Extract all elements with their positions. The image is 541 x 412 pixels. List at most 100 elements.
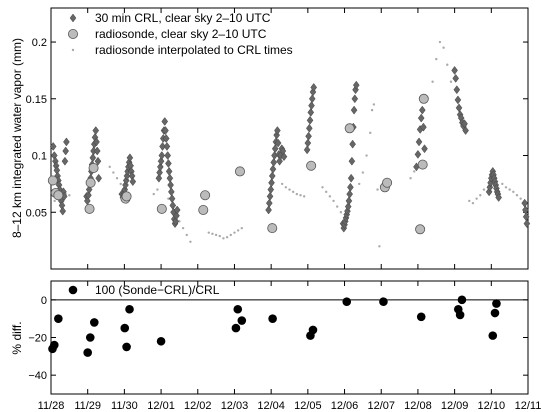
legend-label: 30 min CRL, clear sky 2–10 UTC [95, 11, 271, 25]
crl-point [454, 95, 462, 105]
interpolated-point [178, 220, 181, 223]
crl-point [62, 146, 69, 156]
interpolated-point [365, 154, 368, 157]
legend-label: radiosonde, clear sky 2–10 UTC [95, 27, 267, 41]
crl-point [495, 193, 502, 202]
crl-point [89, 153, 97, 163]
crl-point [269, 164, 277, 174]
percent-diff-point [125, 304, 134, 314]
interpolated-point [291, 190, 295, 194]
interpolated-point [321, 186, 324, 189]
bottom-legend: 100 (Sonde−CRL)/CRL [68, 283, 220, 297]
bottom-y-tick-label: −20 [28, 333, 47, 345]
percent-diff-point [233, 304, 243, 314]
crl-point [158, 151, 166, 160]
interpolated-point [295, 192, 299, 196]
radiosonde-point [47, 175, 58, 186]
crl-point [280, 152, 288, 162]
crl-point [162, 134, 170, 143]
interpolated-point [519, 197, 522, 200]
interpolated-point [207, 231, 210, 234]
percent-diff-point [122, 342, 131, 352]
percent-diff-point [237, 316, 247, 325]
interpolated-point [471, 201, 475, 205]
radiosonde-point [53, 190, 64, 201]
crl-point [462, 126, 469, 135]
percent-diff-point [54, 314, 63, 323]
crl-point [304, 138, 312, 148]
interpolated-point [233, 231, 236, 234]
crl-point [306, 123, 313, 133]
crl-point [308, 94, 316, 104]
legend-label: 100 (Sonde−CRL)/CRL [95, 283, 220, 297]
crl-point [129, 177, 137, 187]
crl-point [415, 137, 423, 147]
interpolated-point [218, 234, 221, 238]
crl-point [306, 115, 314, 125]
x-tick-label: 11/29 [74, 400, 101, 412]
crl-point [93, 137, 100, 147]
interpolated-point [339, 211, 343, 214]
top-y-tick-label: 0.15 [26, 94, 47, 106]
interpolated-point [504, 186, 508, 189]
crl-point [268, 171, 276, 181]
interpolated-point [409, 177, 412, 180]
crl-point [451, 65, 458, 75]
interpolated-point [449, 80, 453, 83]
percent-diff-point [89, 318, 99, 327]
top-legend: 30 min CRL, clear sky 2–10 UTC radiosonde… [68, 11, 293, 57]
interpolated-point [431, 80, 434, 83]
crl-point [173, 211, 180, 221]
interpolated-point [108, 165, 111, 169]
percent-diff-point [156, 336, 166, 346]
top-y-axis: 0.05 0.1 0.15 0.2 [26, 37, 528, 219]
percent-diff-point [455, 310, 465, 320]
crl-point [165, 159, 172, 168]
interpolated-point [376, 188, 379, 191]
interpolated-point [288, 188, 291, 191]
radiosonde-point [344, 123, 355, 134]
crl-point [347, 182, 354, 192]
crl-point [274, 126, 281, 135]
interpolated-point [225, 236, 229, 239]
interpolated-point [152, 192, 155, 196]
crl-point [347, 173, 355, 183]
bottom-plot-area [48, 295, 501, 357]
interpolated-point [299, 194, 302, 197]
x-tick-label: 12/03 [221, 400, 249, 412]
crl-point [49, 142, 57, 151]
crl-point [271, 144, 279, 154]
interpolated-point [156, 188, 159, 191]
bottom-y-axis: −40 −20 0 [28, 295, 528, 382]
interpolated-point [515, 194, 519, 197]
x-tick-label: 12/04 [257, 400, 285, 412]
crl-point [414, 149, 422, 159]
crl-point [163, 142, 171, 151]
percent-diff-point [379, 297, 388, 307]
radiosonde-point [417, 159, 428, 170]
percent-diff-point [457, 295, 467, 305]
radiosonde-point [88, 163, 99, 174]
crl-point [421, 144, 428, 154]
interpolated-point [370, 108, 374, 112]
crl-point [265, 205, 272, 215]
interpolated-point [211, 232, 214, 236]
bottom-y-tick-label: −40 [28, 370, 47, 382]
interpolated-point [446, 63, 449, 66]
crl-point [346, 189, 353, 199]
crl-point [126, 153, 134, 163]
x-tick-label: 12/05 [294, 400, 322, 412]
interpolated-point [68, 194, 71, 197]
legend-marker-interpolated [71, 48, 75, 52]
x-tick-label: 11/28 [38, 400, 65, 412]
percent-diff-point [268, 314, 277, 323]
interpolated-point [372, 103, 376, 106]
interpolated-point [236, 229, 240, 232]
crl-point [274, 138, 282, 148]
percent-diff-point [120, 323, 130, 333]
interpolated-point [324, 190, 328, 194]
percent-diff-point [231, 323, 241, 333]
crl-point [308, 101, 315, 111]
x-tick-label: 12/08 [404, 400, 432, 412]
